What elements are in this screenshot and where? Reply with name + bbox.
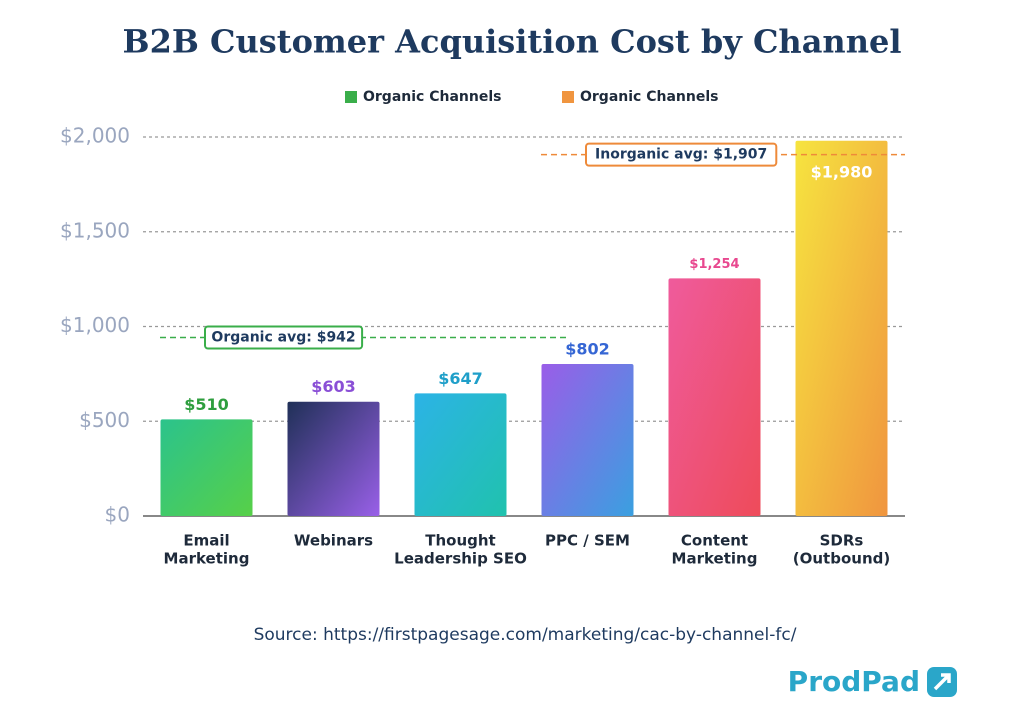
x-tick-label: Email bbox=[183, 532, 229, 550]
reference-label: Organic avg: $942 bbox=[211, 329, 355, 345]
y-tick-label: $0 bbox=[105, 503, 130, 527]
bar bbox=[160, 419, 253, 516]
x-tick-label: Content bbox=[681, 532, 748, 550]
x-tick-label: (Outbound) bbox=[793, 550, 890, 568]
legend-label: Organic Channels bbox=[580, 89, 718, 105]
brand: ProdPad bbox=[788, 665, 920, 698]
y-tick-label: $1,000 bbox=[60, 313, 130, 337]
source: Source: https://firstpagesage.com/market… bbox=[254, 625, 797, 645]
bar bbox=[541, 364, 634, 516]
reference-label: Inorganic avg: $1,907 bbox=[595, 147, 767, 163]
chart-title: B2B Customer Acquisition Cost by Channel bbox=[123, 23, 902, 61]
y-tick-label: $2,000 bbox=[60, 124, 130, 148]
x-tick-label: PPC / SEM bbox=[545, 532, 630, 550]
bar bbox=[414, 393, 507, 516]
x-tick-label: Marketing bbox=[164, 550, 250, 568]
value-label: $603 bbox=[311, 377, 356, 396]
legend-swatch bbox=[562, 91, 574, 103]
y-tick-label: $500 bbox=[79, 408, 130, 432]
reference-label-box bbox=[204, 325, 364, 350]
legend-label: Organic Channels bbox=[363, 89, 501, 105]
x-tick-label: Thought bbox=[425, 532, 495, 550]
bar bbox=[668, 278, 761, 516]
value-label: $1,980 bbox=[811, 162, 873, 181]
x-tick-label: Leadership SEO bbox=[394, 550, 527, 568]
value-label: $802 bbox=[565, 340, 610, 359]
x-tick-label: SDRs bbox=[820, 532, 864, 550]
reference-label-box bbox=[585, 142, 778, 167]
y-tick-label: $1,500 bbox=[60, 218, 130, 242]
value-label: $1,254 bbox=[689, 257, 739, 272]
x-tick-label: Marketing bbox=[672, 550, 758, 568]
brand-icon bbox=[927, 667, 957, 697]
bar bbox=[287, 401, 380, 516]
legend-swatch bbox=[345, 91, 357, 103]
value-label: $510 bbox=[184, 395, 229, 414]
x-tick-label: Webinars bbox=[294, 532, 373, 550]
bar bbox=[795, 140, 888, 517]
value-label: $647 bbox=[438, 369, 483, 388]
